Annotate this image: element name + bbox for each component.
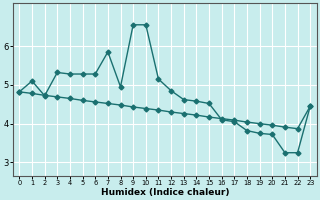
X-axis label: Humidex (Indice chaleur): Humidex (Indice chaleur) [100,188,229,197]
